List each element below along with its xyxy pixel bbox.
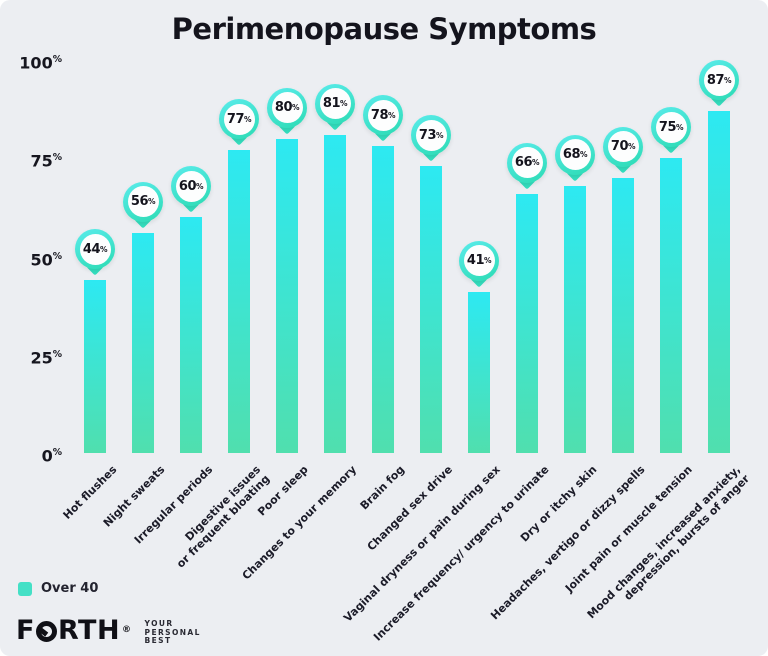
y-tick-label: 0% bbox=[41, 446, 62, 466]
bar bbox=[372, 146, 394, 453]
bar bbox=[324, 134, 346, 453]
chart-title: Perimenopause Symptoms bbox=[171, 12, 597, 46]
bar bbox=[708, 111, 730, 453]
value-bubble: 70% bbox=[603, 126, 643, 178]
y-tick-label: 100% bbox=[19, 53, 62, 73]
bar bbox=[132, 232, 154, 453]
bubble-value: 80% bbox=[271, 92, 303, 124]
legend-swatch-icon bbox=[18, 581, 32, 596]
tagline-line: YOUR bbox=[144, 619, 174, 628]
value-bubble: 60% bbox=[171, 166, 211, 217]
legend: Over 40 bbox=[18, 581, 98, 596]
value-bubble: 78% bbox=[363, 95, 403, 146]
logo-letters-rth: RTH bbox=[57, 615, 121, 646]
value-bubble: 68% bbox=[555, 134, 595, 186]
bar bbox=[516, 193, 538, 453]
bubble-ring: 70% bbox=[603, 126, 643, 167]
bubble-value: 60% bbox=[175, 170, 207, 202]
x-axis-category-label: Digestive issues or frequent bloating bbox=[174, 463, 273, 571]
bubble-ring: 77% bbox=[219, 99, 259, 140]
bar bbox=[276, 138, 298, 453]
bubble-ring: 75% bbox=[651, 107, 691, 148]
bubble-ring: 73% bbox=[411, 115, 451, 156]
bubble-ring: 60% bbox=[171, 166, 211, 207]
bubble-value: 87% bbox=[703, 64, 735, 96]
tagline-line: PERSONAL bbox=[144, 627, 201, 637]
bubble-ring: 80% bbox=[267, 87, 307, 128]
y-tick-label: 75% bbox=[30, 151, 62, 171]
bubble-value: 44% bbox=[79, 233, 111, 265]
y-tick-label: 25% bbox=[30, 348, 62, 368]
bubble-value: 75% bbox=[655, 111, 687, 143]
value-bubble: 75% bbox=[651, 107, 691, 158]
bubble-value: 70% bbox=[607, 131, 639, 163]
bubble-ring: 66% bbox=[507, 142, 547, 183]
value-bubble: 80% bbox=[267, 87, 307, 139]
bubble-value: 77% bbox=[223, 103, 255, 135]
bubble-value: 66% bbox=[511, 147, 543, 179]
bubble-ring: 41% bbox=[459, 240, 499, 281]
bar bbox=[468, 291, 490, 453]
tagline-line: BEST bbox=[144, 636, 172, 645]
bar bbox=[660, 158, 682, 453]
bubble-value: 78% bbox=[367, 99, 399, 131]
registered-trademark-icon: ® bbox=[122, 625, 132, 635]
bubble-ring: 81% bbox=[315, 83, 355, 124]
value-bubble: 87% bbox=[699, 60, 739, 111]
value-bubble: 56% bbox=[123, 181, 163, 233]
bar bbox=[228, 150, 250, 453]
bubble-ring: 68% bbox=[555, 134, 595, 175]
value-bubble: 41% bbox=[459, 240, 499, 292]
value-bubble: 81% bbox=[315, 83, 355, 135]
brand-logo: F RTH ® YOUR PERSONAL BEST bbox=[16, 617, 201, 646]
bubble-value: 41% bbox=[463, 245, 495, 277]
value-bubble: 73% bbox=[411, 115, 451, 166]
legend-label: Over 40 bbox=[41, 581, 99, 596]
logo-tagline: YOUR PERSONAL BEST bbox=[144, 619, 201, 646]
bar bbox=[612, 177, 634, 453]
bubble-value: 56% bbox=[127, 186, 159, 218]
value-bubble: 66% bbox=[507, 142, 547, 194]
logo-o-slash bbox=[37, 625, 49, 636]
bubble-value: 73% bbox=[415, 119, 447, 151]
value-bubble: 77% bbox=[219, 99, 259, 150]
x-axis-category-label: Increase frequency/ urgency to urinate bbox=[370, 463, 552, 644]
x-axis-category-label: Brain fog bbox=[357, 463, 408, 513]
logo-wordmark: F RTH ® bbox=[16, 617, 132, 645]
y-axis: 100% 75% 50% 25% 0% bbox=[0, 0, 62, 656]
logo-o-icon bbox=[35, 620, 57, 642]
bubble-ring: 87% bbox=[699, 60, 739, 101]
bubble-value: 81% bbox=[319, 88, 351, 120]
bubble-ring: 78% bbox=[363, 95, 403, 136]
bubble-ring: 56% bbox=[123, 181, 163, 222]
y-tick-label: 50% bbox=[30, 249, 62, 269]
bar bbox=[564, 185, 586, 453]
bar bbox=[180, 217, 202, 453]
bar bbox=[420, 166, 442, 453]
x-axis-category-label: Changed sex drive bbox=[364, 463, 456, 554]
bar bbox=[84, 280, 106, 453]
bubble-ring: 44% bbox=[75, 229, 115, 270]
value-bubble: 44% bbox=[75, 229, 115, 280]
logo-letter-f: F bbox=[16, 615, 35, 646]
bubble-value: 68% bbox=[559, 139, 591, 171]
